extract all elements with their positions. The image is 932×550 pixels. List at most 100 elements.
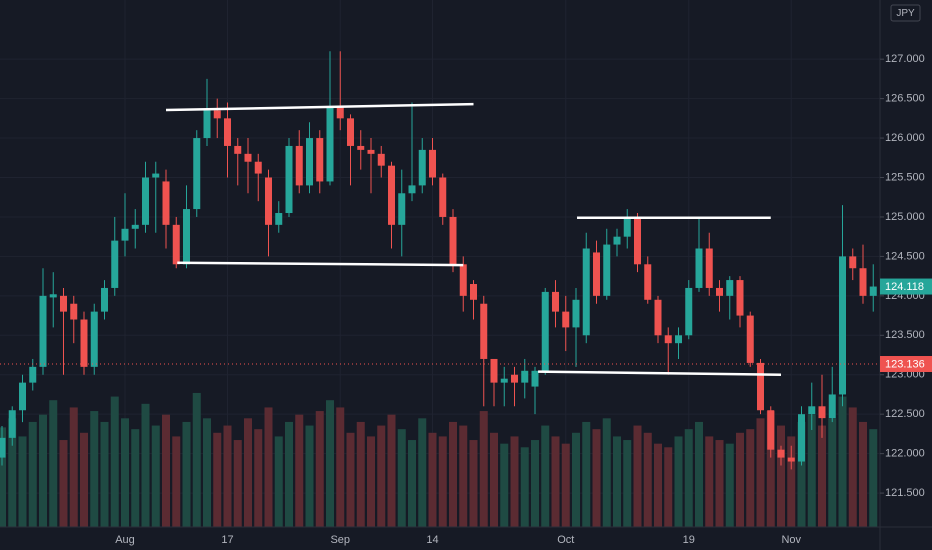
volume-bar xyxy=(838,396,847,527)
volume-bar xyxy=(213,432,222,527)
volume-bar xyxy=(254,429,263,527)
candle-body xyxy=(60,295,67,312)
candle-body xyxy=(254,161,262,174)
last-price-box xyxy=(880,278,932,295)
y-tick-label: 127.000 xyxy=(885,53,925,65)
candle-body xyxy=(203,110,211,139)
candle-body xyxy=(224,118,231,146)
volume-bar xyxy=(664,447,673,527)
volume-bar xyxy=(69,407,78,527)
volume-bar xyxy=(162,414,170,527)
volume-bar xyxy=(28,421,37,527)
volume-bar xyxy=(326,400,334,527)
candle-body xyxy=(869,286,877,296)
candle-body xyxy=(152,173,160,178)
candle-body xyxy=(634,216,641,265)
volume-bar xyxy=(264,407,273,527)
y-tick-label: 121.500 xyxy=(885,487,925,499)
volume-bar xyxy=(356,421,365,527)
volume-bar xyxy=(0,427,6,527)
candle-body xyxy=(377,153,385,166)
volume-bar xyxy=(8,418,17,527)
volume-bar xyxy=(828,418,837,527)
volume-bar xyxy=(695,421,703,527)
candle-body xyxy=(593,252,600,296)
volume-bar xyxy=(438,436,447,527)
volume-bar xyxy=(859,421,867,527)
volume-bar xyxy=(510,436,519,527)
candle-body xyxy=(859,268,867,296)
candle-body xyxy=(541,291,549,371)
volume-bar xyxy=(151,425,160,527)
y-tick-label: 123.500 xyxy=(885,329,925,341)
candle-body xyxy=(306,138,313,186)
candle-body xyxy=(101,287,108,312)
volume-bar xyxy=(39,414,47,527)
candle-body xyxy=(295,145,303,186)
candle-body xyxy=(326,106,334,182)
volume-bar xyxy=(131,429,140,527)
volume-bar xyxy=(633,425,642,527)
candle-body xyxy=(644,264,652,300)
reference-label: 123.136 xyxy=(885,358,925,370)
candle-body xyxy=(798,414,805,462)
volume-bar xyxy=(572,432,580,527)
candles xyxy=(0,51,877,470)
candle-body xyxy=(80,319,88,367)
volume-bar xyxy=(623,440,632,527)
candle-body xyxy=(265,177,272,225)
candle-body xyxy=(0,437,6,458)
volume-bar xyxy=(807,414,816,527)
volume-bar xyxy=(418,418,427,527)
volume-bar xyxy=(705,436,714,527)
volume-bar xyxy=(459,425,468,527)
y-tick-label: 126.000 xyxy=(885,132,925,144)
volume-bar xyxy=(141,403,150,527)
volume-bar xyxy=(285,421,293,527)
volume-bar xyxy=(274,436,283,527)
volume-bar xyxy=(766,411,775,527)
candle-body xyxy=(29,366,37,383)
candle-body xyxy=(552,291,559,312)
volume-bar xyxy=(408,440,416,527)
candle-body xyxy=(746,315,754,363)
candle-body xyxy=(490,358,498,383)
candle-body xyxy=(8,410,16,438)
candle-body xyxy=(336,106,344,119)
volume-bar xyxy=(479,411,488,527)
volume-bar xyxy=(18,436,27,527)
candle-body xyxy=(787,457,795,462)
candle-body xyxy=(111,240,119,288)
last-price-label: 124.118 xyxy=(885,281,924,293)
candle-body xyxy=(675,335,682,344)
candle-body xyxy=(705,248,713,288)
candle-body xyxy=(623,216,631,237)
volume-bar xyxy=(725,443,734,527)
candle-body xyxy=(531,370,539,387)
candle-body xyxy=(685,287,693,336)
volume-bar xyxy=(777,425,785,527)
candle-body xyxy=(449,216,457,265)
candle-body xyxy=(367,149,375,154)
candle-body xyxy=(808,406,816,415)
candle-body xyxy=(19,382,26,411)
candle-body xyxy=(849,256,857,269)
volume-bar xyxy=(531,440,539,527)
candle-body xyxy=(767,410,775,450)
candle-body xyxy=(613,236,621,245)
volume-bar xyxy=(110,396,119,527)
volume-bar xyxy=(295,414,304,527)
volume-bar xyxy=(674,436,683,527)
candle-body xyxy=(603,244,611,296)
candle-body xyxy=(470,284,477,300)
trend-line xyxy=(165,102,474,112)
candle-body xyxy=(582,248,590,336)
volume-bar xyxy=(387,414,396,527)
candle-body xyxy=(316,138,324,182)
trend-line xyxy=(177,261,464,267)
currency-box xyxy=(890,4,921,22)
volume-bar xyxy=(520,447,529,527)
candle-body xyxy=(828,394,836,419)
candle-body xyxy=(213,110,221,119)
